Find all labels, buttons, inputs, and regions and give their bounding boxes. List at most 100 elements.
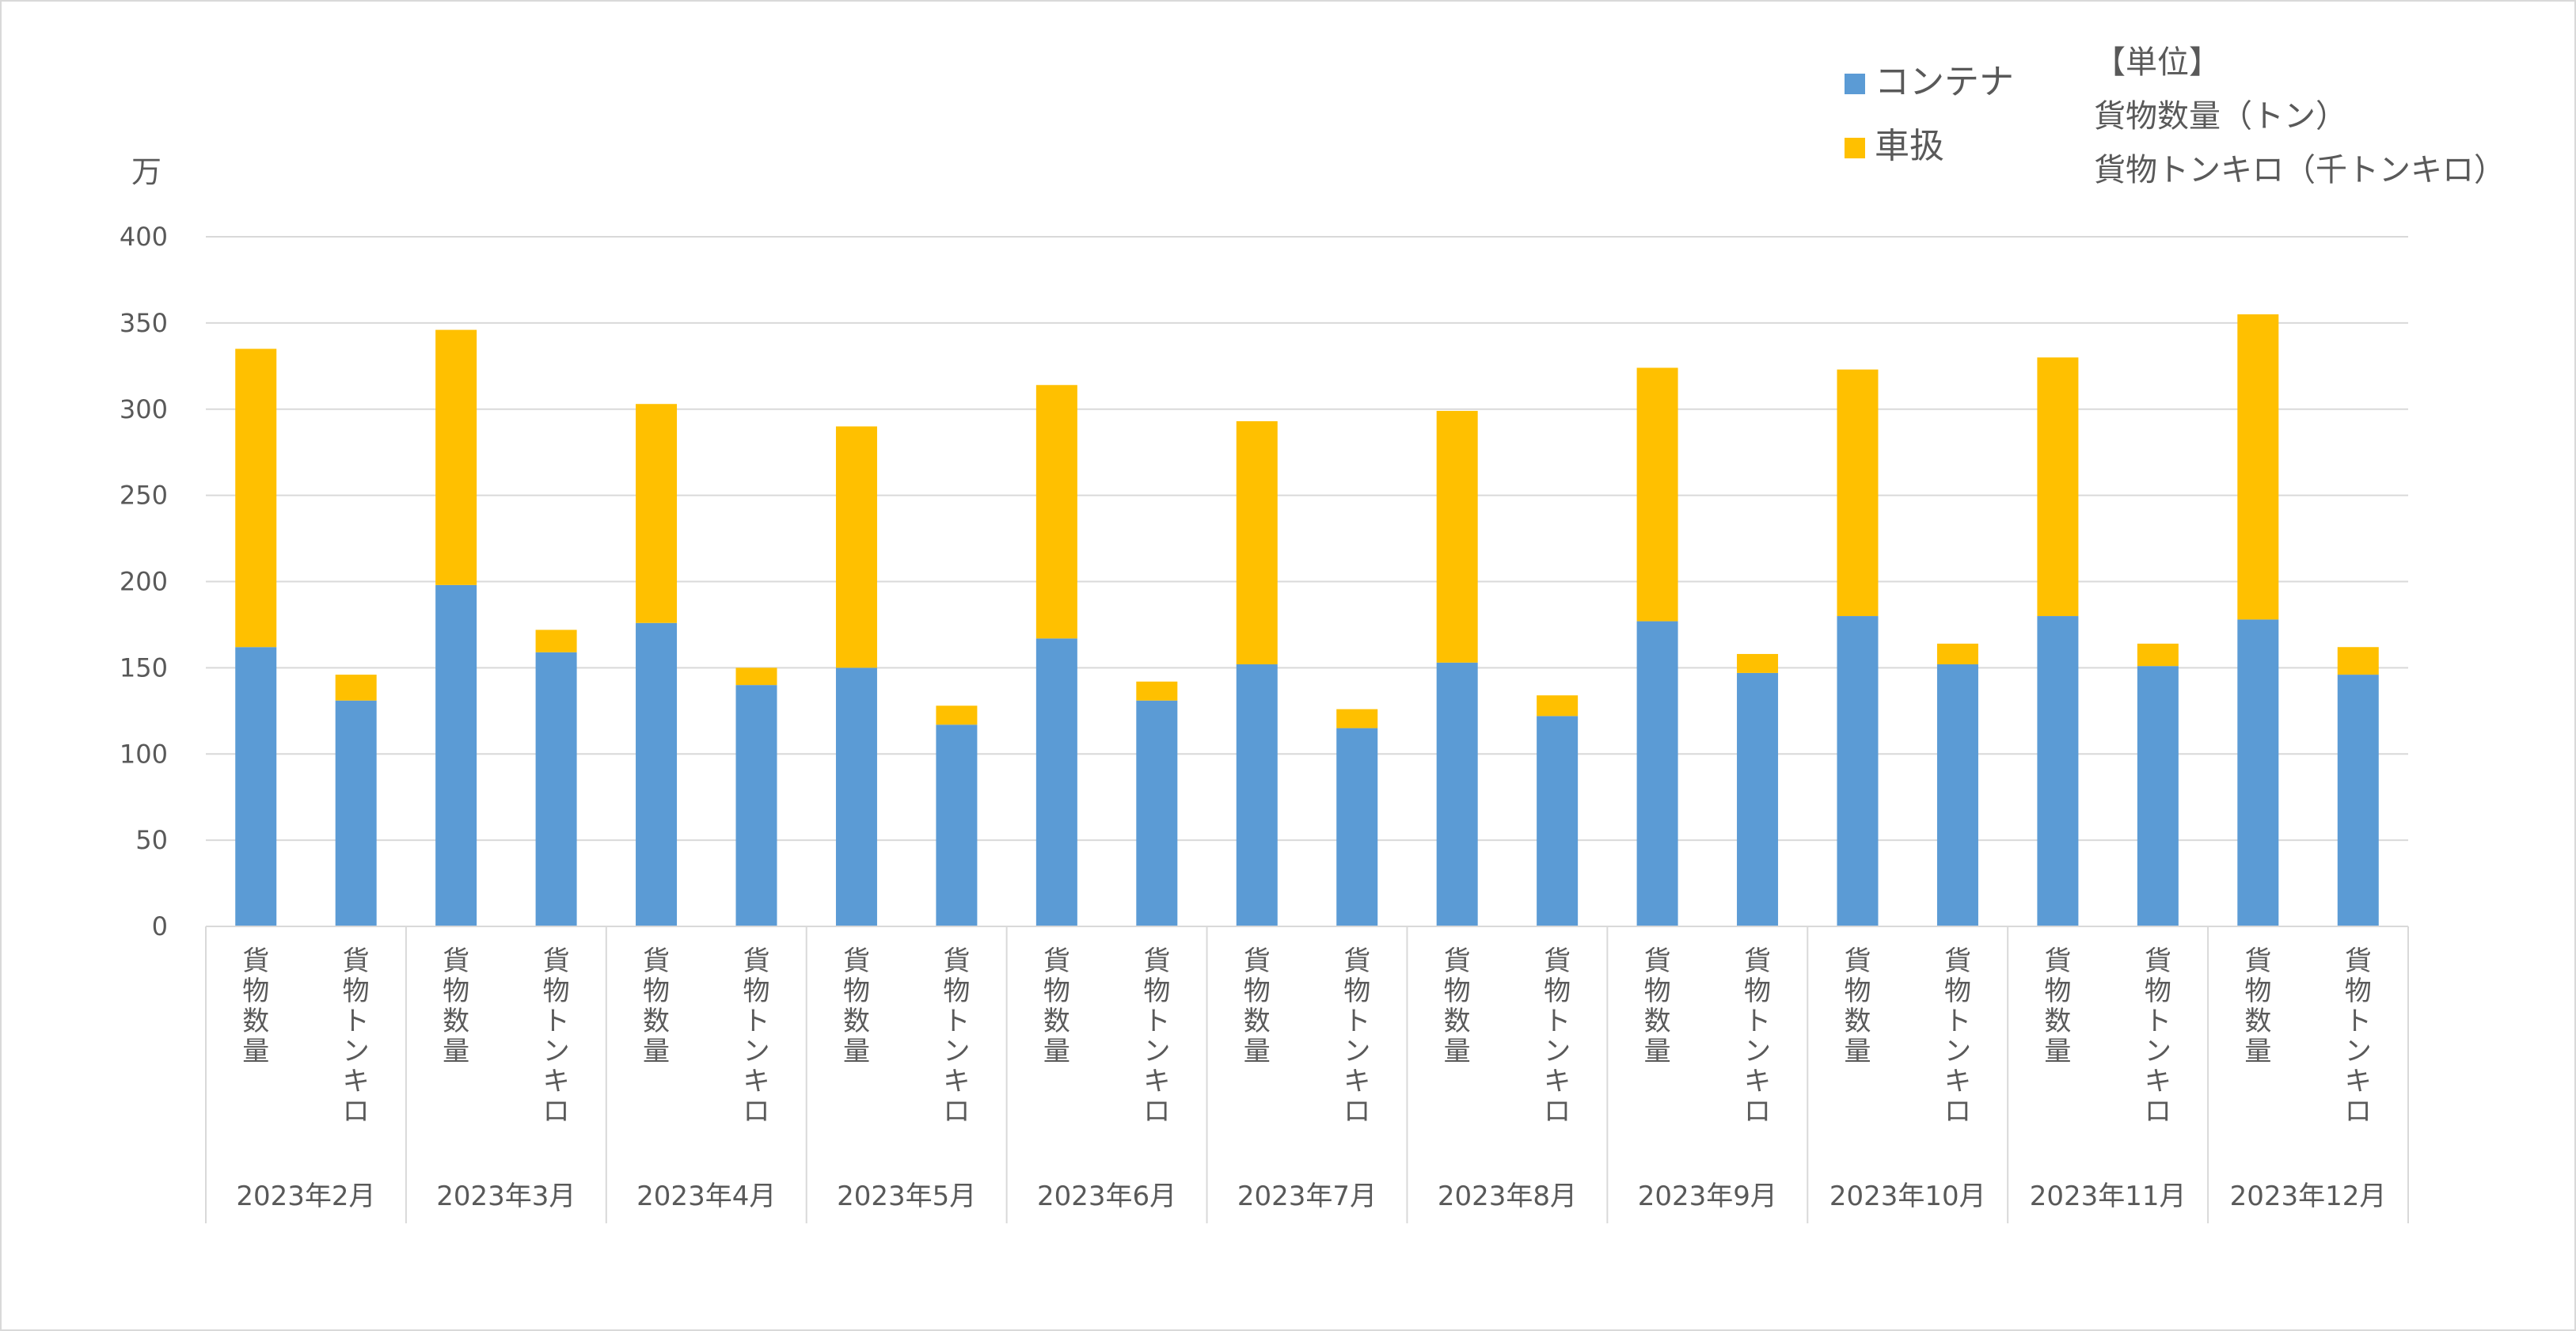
month-label: 2023年3月 bbox=[436, 1181, 576, 1212]
month-label: 2023年10月 bbox=[1829, 1181, 1986, 1212]
category-label: 貨物数量 bbox=[1244, 945, 1271, 1067]
bar-wagon-10-0 bbox=[2237, 314, 2279, 620]
bar-container-5-0 bbox=[1236, 664, 1278, 926]
bar-container-7-0 bbox=[1636, 621, 1678, 926]
units-note: 【単位】 貨物数量（トン） 貨物トンキロ（千トンキロ） bbox=[2094, 44, 2506, 188]
bar-container-6-1 bbox=[1537, 716, 1579, 926]
category-label: 貨物トンキロ bbox=[2345, 945, 2372, 1128]
y-tick-label: 150 bbox=[120, 652, 168, 683]
bar-container-1-0 bbox=[435, 584, 477, 926]
y-tick-label: 0 bbox=[152, 911, 168, 941]
units-line-tonkm: 貨物トンキロ（千トンキロ） bbox=[2094, 152, 2506, 188]
bar-wagon-7-1 bbox=[1737, 653, 1779, 673]
category-label: 貨物数量 bbox=[242, 945, 269, 1067]
bar-wagon-1-1 bbox=[535, 629, 577, 652]
units-heading: 【単位】 bbox=[2094, 44, 2221, 81]
bar-wagon-10-1 bbox=[2337, 647, 2379, 675]
y-tick-label: 100 bbox=[120, 739, 168, 769]
bar-container-8-0 bbox=[1837, 616, 1879, 926]
x-axis: 貨物数量 貨物トンキロ 2023年2月 貨物数量 貨物トンキロ 2023年3月 貨物数量 貨物… bbox=[205, 926, 2409, 1223]
bar-container-3-0 bbox=[835, 667, 877, 926]
month-label: 2023年4月 bbox=[636, 1181, 776, 1212]
month-label: 2023年2月 bbox=[236, 1181, 375, 1212]
bar-container-0-1 bbox=[335, 700, 377, 926]
bar-wagon-4-0 bbox=[1035, 385, 1077, 639]
units-line-quantity: 貨物数量（トン） bbox=[2094, 98, 2347, 135]
y-unit-label: 万 bbox=[131, 154, 161, 189]
category-label: 貨物数量 bbox=[2244, 945, 2271, 1067]
category-label: 貨物トンキロ bbox=[1944, 945, 1971, 1128]
bar-wagon-3-1 bbox=[936, 705, 978, 725]
month-label: 2023年5月 bbox=[837, 1181, 976, 1212]
bar-wagon-8-1 bbox=[1936, 643, 1978, 665]
category-label: 貨物数量 bbox=[1644, 945, 1671, 1067]
month-label: 2023年6月 bbox=[1037, 1181, 1176, 1212]
category-label: 貨物トンキロ bbox=[1143, 945, 1170, 1128]
bar-wagon-9-0 bbox=[2037, 357, 2079, 617]
bar-container-7-1 bbox=[1737, 672, 1779, 926]
legend-swatch-wagon bbox=[1845, 138, 1865, 158]
bar-container-10-1 bbox=[2337, 675, 2379, 926]
bar-container-8-1 bbox=[1936, 664, 1978, 926]
legend-swatch-container bbox=[1845, 74, 1865, 94]
category-label: 貨物トンキロ bbox=[1744, 945, 1771, 1128]
y-axis-ticks: 0 50 100 150 200 250 300 350 400 bbox=[120, 222, 168, 941]
bar-wagon-3-0 bbox=[835, 426, 877, 668]
bar-container-9-1 bbox=[2137, 666, 2179, 926]
bar-wagon-2-0 bbox=[636, 404, 678, 623]
bar-container-1-1 bbox=[535, 652, 577, 926]
month-label: 2023年7月 bbox=[1237, 1181, 1377, 1212]
month-label: 2023年8月 bbox=[1438, 1181, 1577, 1212]
bar-wagon-6-0 bbox=[1436, 410, 1478, 663]
y-tick-label: 400 bbox=[120, 222, 168, 252]
bar-wagon-2-1 bbox=[735, 667, 777, 686]
category-label: 貨物トンキロ bbox=[1544, 945, 1571, 1128]
category-label: 貨物トンキロ bbox=[943, 945, 970, 1128]
bars bbox=[235, 314, 2379, 926]
month-label: 2023年12月 bbox=[2230, 1181, 2387, 1212]
bar-wagon-4-1 bbox=[1136, 681, 1178, 701]
category-label: 貨物トンキロ bbox=[543, 945, 570, 1128]
bar-wagon-1-0 bbox=[435, 329, 477, 585]
bar-wagon-6-1 bbox=[1537, 695, 1579, 717]
y-tick-label: 300 bbox=[120, 394, 168, 424]
y-tick-label: 200 bbox=[120, 567, 168, 597]
bar-container-9-0 bbox=[2037, 616, 2079, 926]
category-label: 貨物トンキロ bbox=[343, 945, 370, 1128]
bar-wagon-9-1 bbox=[2137, 643, 2179, 667]
category-label: 貨物トンキロ bbox=[743, 945, 770, 1128]
category-label: 貨物トンキロ bbox=[1343, 945, 1370, 1128]
bar-container-2-0 bbox=[636, 622, 678, 926]
category-label: 貨物数量 bbox=[443, 945, 469, 1067]
category-label: 貨物トンキロ bbox=[2145, 945, 2171, 1128]
bar-container-10-0 bbox=[2237, 619, 2279, 926]
bar-container-4-0 bbox=[1035, 638, 1077, 926]
bar-wagon-5-0 bbox=[1236, 420, 1278, 665]
category-label: 貨物数量 bbox=[2044, 945, 2071, 1067]
category-label: 貨物数量 bbox=[1444, 945, 1471, 1067]
category-label: 貨物数量 bbox=[843, 945, 870, 1067]
legend-label-wagon: 車扱 bbox=[1875, 126, 1944, 166]
bar-wagon-0-0 bbox=[235, 348, 277, 648]
bar-container-4-1 bbox=[1136, 700, 1178, 926]
bar-container-6-0 bbox=[1436, 662, 1478, 926]
bar-wagon-0-1 bbox=[335, 675, 377, 701]
bar-wagon-7-0 bbox=[1636, 367, 1678, 622]
bar-wagon-8-0 bbox=[1837, 369, 1879, 617]
category-label: 貨物数量 bbox=[643, 945, 670, 1067]
bar-container-2-1 bbox=[735, 685, 777, 926]
bar-container-3-1 bbox=[936, 724, 978, 926]
bar-container-5-1 bbox=[1336, 728, 1378, 926]
category-label: 貨物数量 bbox=[1845, 945, 1871, 1067]
category-label: 貨物数量 bbox=[1043, 945, 1070, 1067]
month-label: 2023年9月 bbox=[1638, 1181, 1777, 1212]
y-tick-label: 250 bbox=[120, 481, 168, 511]
month-label: 2023年11月 bbox=[2030, 1181, 2187, 1212]
y-tick-label: 350 bbox=[120, 308, 168, 338]
legend: コンテナ 車扱 bbox=[1845, 62, 2014, 166]
bar-container-0-0 bbox=[235, 647, 277, 926]
legend-label-container: コンテナ bbox=[1875, 62, 2014, 102]
bar-wagon-5-1 bbox=[1336, 709, 1378, 728]
y-tick-label: 50 bbox=[135, 825, 168, 855]
